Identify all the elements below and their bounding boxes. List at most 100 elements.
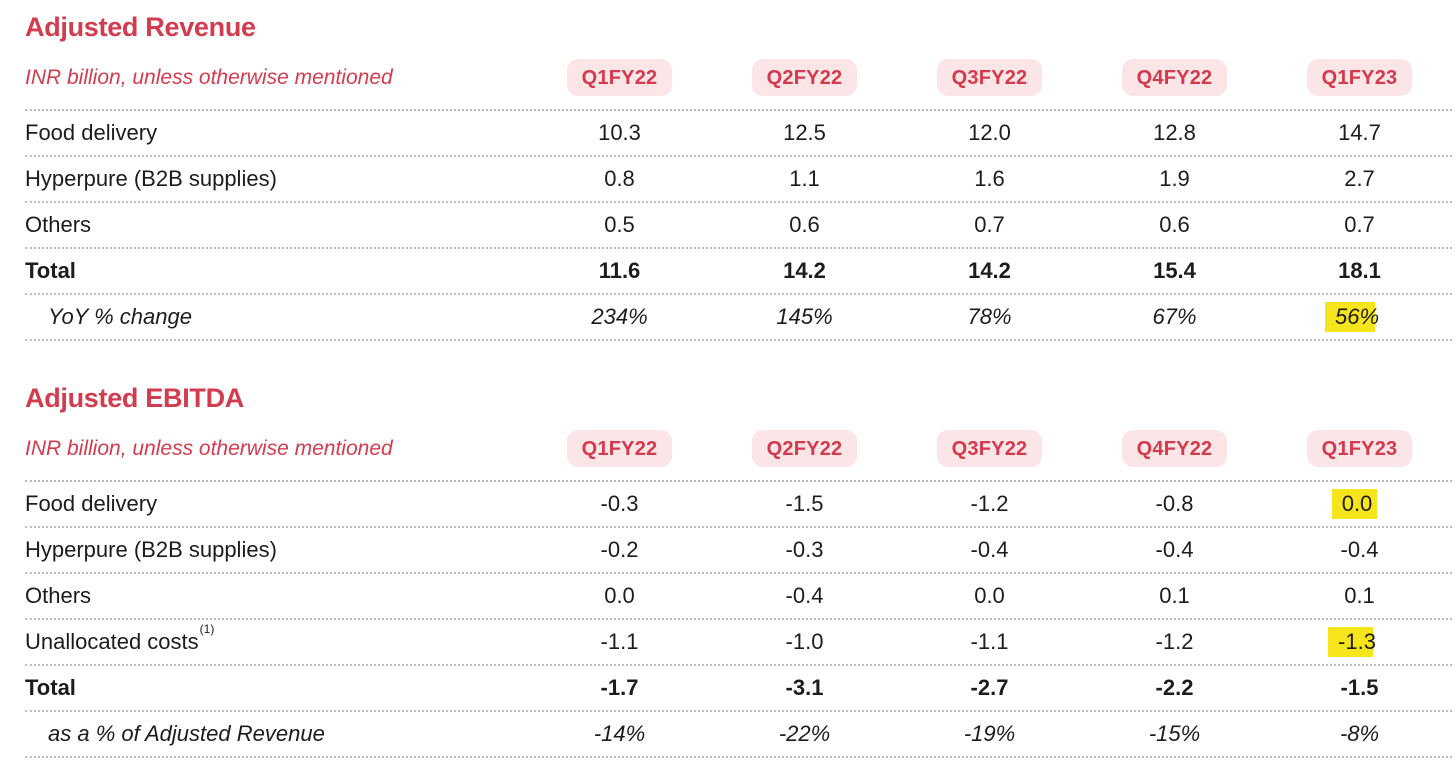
row-food-delivery: Food delivery -0.3 -1.5 -1.2 -0.8 0.0: [25, 482, 1452, 529]
value-cell: -0.3: [712, 537, 897, 563]
column-header-cell: Q3FY22: [897, 59, 1082, 97]
value-cell: -0.3: [527, 491, 712, 517]
cell-value: -0.3: [600, 490, 639, 516]
cell-value: -0.2: [600, 536, 639, 562]
value-cell: -0.2: [527, 537, 712, 563]
column-header-q2fy22: Q2FY22: [751, 430, 858, 468]
row-ebitda-margin: as a % of Adjusted Revenue -14% -22% -19…: [25, 712, 1452, 759]
row-label: Total: [25, 675, 76, 701]
value-cell: -0.4: [1082, 537, 1267, 563]
value-cell: -1.3: [1267, 626, 1452, 658]
value-cell: -0.8: [1082, 491, 1267, 517]
value-cell: -1.2: [1082, 629, 1267, 655]
column-header-q1fy23: Q1FY23: [1306, 59, 1413, 97]
cell-value: -0.3: [785, 536, 824, 562]
value-cell: 12.0: [897, 120, 1082, 146]
row-label: Hyperpure (B2B supplies): [25, 166, 277, 192]
cell-value: -0.4: [785, 582, 824, 608]
row-unallocated-costs: Unallocated costs(1) -1.1 -1.0 -1.1 -1.2…: [25, 620, 1452, 667]
cell-value: 0.7: [974, 211, 1005, 237]
value-cell: 78%: [897, 304, 1082, 330]
cell-value: -1.2: [970, 490, 1009, 516]
value-cell: 0.7: [1267, 212, 1452, 238]
column-header-cell: Q4FY22: [1082, 430, 1267, 468]
row-label-text: Unallocated costs: [25, 629, 199, 655]
value-cell: 18.1: [1267, 258, 1452, 284]
row-label: Others: [25, 583, 92, 609]
cell-value: -0.8: [1155, 490, 1194, 516]
column-header-cell: Q1FY23: [1267, 59, 1452, 97]
value-cell: -1.1: [527, 629, 712, 655]
cell-value: -14%: [593, 720, 646, 746]
value-cell: 0.1: [1082, 583, 1267, 609]
row-others: Others 0.0 -0.4 0.0 0.1 0.1: [25, 574, 1452, 621]
cell-value: 14.2: [968, 257, 1011, 283]
value-cell: -1.2: [897, 491, 1082, 517]
column-header-q4fy22: Q4FY22: [1121, 430, 1228, 468]
value-cell: 1.9: [1082, 166, 1267, 192]
cell-value: -0.4: [1340, 536, 1379, 562]
value-cell: 0.1: [1267, 583, 1452, 609]
value-cell: -0.4: [1267, 537, 1452, 563]
cell-value: 0.6: [1159, 211, 1190, 237]
row-label: Unallocated costs(1): [25, 622, 527, 655]
cell-value: 0.0: [604, 582, 635, 608]
cell-value: 11.6: [598, 257, 641, 283]
cell-value: 0.7: [1344, 211, 1375, 237]
value-cell: 56%: [1267, 301, 1452, 333]
column-header-cell: Q1FY22: [527, 59, 712, 97]
cell-value: -1.0: [785, 628, 824, 654]
cell-value: 12.5: [783, 119, 826, 145]
column-header-cell: Q4FY22: [1082, 59, 1267, 97]
cell-value: 234%: [591, 303, 648, 329]
adjusted-ebitda-section: Adjusted EBITDA INR billion, unless othe…: [25, 383, 1452, 759]
units-note: INR billion, unless otherwise mentioned: [25, 65, 393, 89]
value-cell: -8%: [1267, 721, 1452, 747]
cell-value: 0.1: [1159, 582, 1190, 608]
column-header-cell: Q1FY23: [1267, 430, 1452, 468]
value-cell: 0.6: [1082, 212, 1267, 238]
cell-value: -22%: [778, 720, 831, 746]
cell-value: -1.5: [1340, 674, 1379, 700]
value-cell: -0.4: [897, 537, 1082, 563]
value-cell: 0.5: [527, 212, 712, 238]
value-cell: -0.4: [712, 583, 897, 609]
column-header-q1fy23: Q1FY23: [1306, 430, 1413, 468]
value-cell: -1.5: [1267, 675, 1452, 701]
cell-value: 18.1: [1338, 257, 1381, 283]
value-cell: 12.5: [712, 120, 897, 146]
cell-value: -1.5: [785, 490, 824, 516]
cell-value: -3.1: [785, 674, 824, 700]
cell-value: 0.1: [1344, 582, 1375, 608]
cell-value: 0.6: [789, 211, 820, 237]
cell-value: 12.0: [968, 119, 1011, 145]
value-cell: 10.3: [527, 120, 712, 146]
cell-value-highlighted: 0.0: [1331, 488, 1378, 520]
value-cell: 0.0: [527, 583, 712, 609]
row-label: Food delivery: [25, 120, 158, 146]
adjusted-ebitda-header-row: INR billion, unless otherwise mentioned …: [25, 414, 1452, 483]
row-hyperpure: Hyperpure (B2B supplies) 0.8 1.1 1.6 1.9…: [25, 157, 1452, 204]
value-cell: 67%: [1082, 304, 1267, 330]
value-cell: -22%: [712, 721, 897, 747]
value-cell: -19%: [897, 721, 1082, 747]
cell-value: 67%: [1152, 303, 1197, 329]
adjusted-revenue-header-row: INR billion, unless otherwise mentioned …: [25, 43, 1452, 112]
cell-value: -0.4: [970, 536, 1009, 562]
units-note: INR billion, unless otherwise mentioned: [25, 436, 393, 460]
value-cell: -1.0: [712, 629, 897, 655]
value-cell: 11.6: [527, 258, 712, 284]
column-header-cell: Q1FY22: [527, 430, 712, 468]
cell-value: -1.2: [1155, 628, 1194, 654]
row-label: as a % of Adjusted Revenue: [48, 721, 325, 747]
column-header-cell: Q2FY22: [712, 59, 897, 97]
cell-value: 1.1: [789, 165, 820, 191]
value-cell: 14.2: [897, 258, 1082, 284]
cell-value: 0.5: [604, 211, 635, 237]
cell-value: -19%: [963, 720, 1016, 746]
row-label: Total: [25, 258, 76, 284]
cell-value: 1.6: [974, 165, 1005, 191]
value-cell: 0.0: [897, 583, 1082, 609]
value-cell: -1.5: [712, 491, 897, 517]
